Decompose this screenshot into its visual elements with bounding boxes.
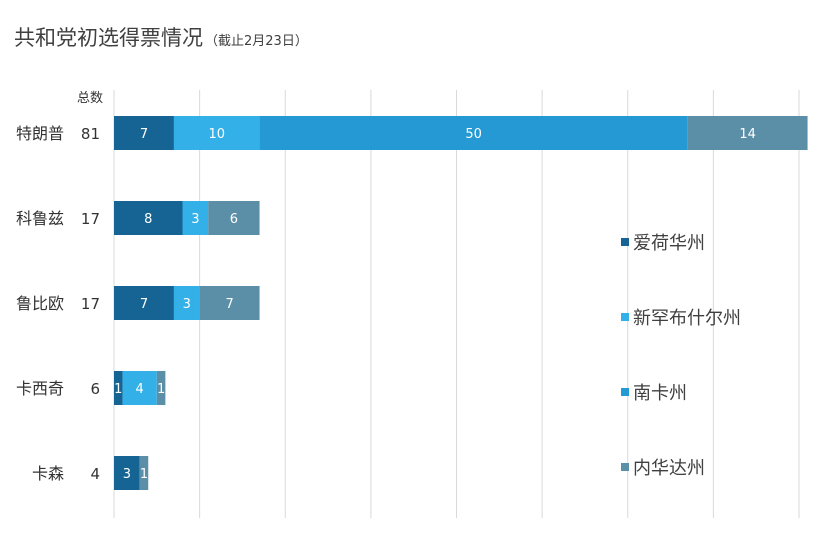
data-label: 14 [739, 127, 756, 142]
legend-swatch [621, 313, 629, 321]
bar-segment [259, 116, 688, 150]
total-value: 4 [90, 465, 100, 483]
legend-swatch [621, 388, 629, 396]
data-label: 1 [140, 467, 148, 482]
bar-segment [114, 456, 140, 490]
data-label: 3 [183, 297, 191, 312]
total-header: 总数 [77, 91, 103, 106]
bar-segment [114, 286, 174, 320]
total-value: 6 [90, 380, 100, 398]
data-label: 4 [136, 382, 144, 397]
total-value: 17 [81, 210, 100, 228]
data-label: 8 [144, 212, 152, 227]
data-label: 7 [140, 127, 148, 142]
category-label: 卡西奇 [16, 379, 64, 398]
legend-label: 南卡州 [633, 383, 687, 404]
bar-segment [156, 371, 166, 405]
category-labels: 特朗普 81 科鲁兹 17 鲁比欧 17 卡西奇 6 卡森 4 [16, 124, 100, 483]
total-value: 17 [81, 295, 100, 313]
legend-swatch [621, 238, 629, 246]
data-label: 7 [225, 297, 233, 312]
chart-subtitle: （截止2月23日） [205, 34, 308, 49]
bar-segment [139, 456, 149, 490]
data-label: 10 [208, 127, 225, 142]
category-label: 科鲁兹 [16, 209, 64, 228]
category-label: 卡森 [32, 464, 64, 483]
category-label: 鲁比欧 [16, 294, 64, 313]
legend-swatch [621, 463, 629, 471]
data-label: 1 [157, 382, 165, 397]
bar-segment [687, 116, 808, 150]
bar-segment [114, 371, 123, 405]
data-label: 50 [465, 127, 482, 142]
chart-title: 共和党初选得票情况 （截止2月23日） [14, 22, 308, 52]
legend-label: 新罕布什尔州 [633, 308, 741, 329]
data-label: 6 [230, 212, 238, 227]
data-label: 7 [140, 297, 148, 312]
bar-segment [114, 201, 183, 235]
legend-label: 内华达州 [633, 458, 705, 479]
bar-segment [173, 116, 260, 150]
bar-segment [114, 116, 174, 150]
bars: 7 10 50 148 3 67 3 71 4 13 1 [114, 116, 808, 490]
total-value: 81 [81, 125, 100, 143]
bar-segment [122, 371, 157, 405]
category-label: 特朗普 [16, 124, 64, 143]
bar-segment [173, 286, 200, 320]
legend-label: 爱荷华州 [633, 233, 705, 254]
data-label: 3 [191, 212, 199, 227]
bar-segment [208, 201, 260, 235]
bar-segment [199, 286, 260, 320]
chart-title-main: 共和党初选得票情况 [14, 26, 203, 50]
data-label: 3 [123, 467, 131, 482]
bar-segment [182, 201, 209, 235]
data-label: 1 [114, 382, 122, 397]
